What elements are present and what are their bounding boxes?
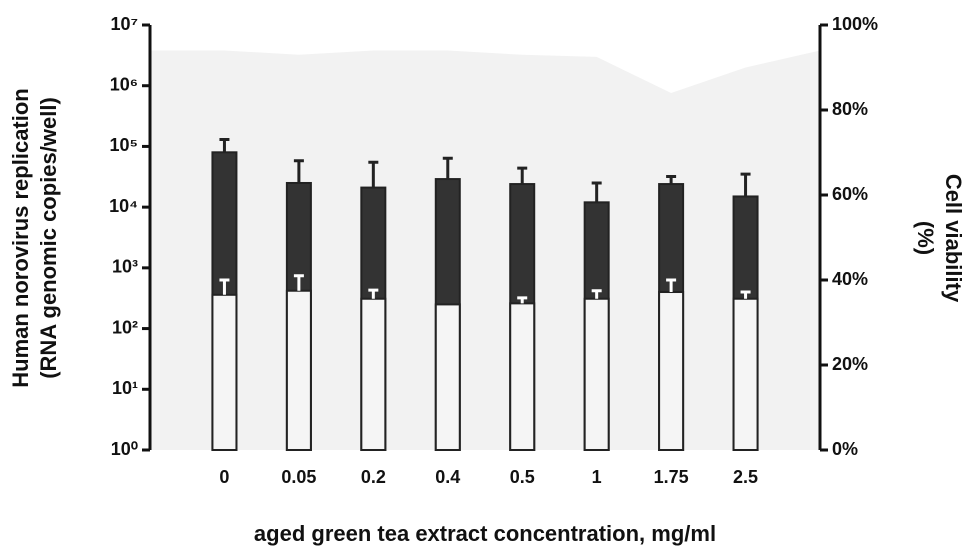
error-bar: [442, 156, 453, 180]
y2-tick-label: 20%: [832, 354, 868, 374]
error-bar: [666, 278, 677, 293]
y-tick-label: 10⁴: [109, 196, 138, 216]
x-tick-label: 0.05: [281, 467, 316, 487]
error-bar: [293, 159, 304, 183]
bar: [583, 297, 610, 452]
y-tick-label: 10⁷: [111, 14, 138, 34]
x-tick-label: 0.2: [361, 467, 386, 487]
y2-tick-label: 0%: [832, 439, 858, 459]
y2-axis-title: (%): [913, 221, 938, 255]
error-bar: [591, 289, 602, 299]
error-bar: [219, 278, 230, 295]
y-axis-title: Human norovirus replication: [8, 88, 33, 388]
bar: [360, 297, 387, 452]
error-bar: [219, 138, 230, 153]
error-bar: [517, 296, 528, 304]
y2-axis-title: Cell viability: [941, 174, 966, 303]
error-bar: [368, 160, 379, 188]
error-bar: [740, 290, 751, 299]
x-tick-label: 0.4: [435, 467, 460, 487]
y-tick-label: 10²: [112, 317, 138, 337]
error-bar: [666, 174, 677, 185]
bar: [285, 289, 312, 451]
y2-tick-label: 80%: [832, 99, 868, 119]
y2-tick-label: 60%: [832, 184, 868, 204]
x-axis-title: aged green tea extract concentration, mg…: [254, 521, 716, 546]
bar: [658, 291, 685, 451]
y-tick-label: 10³: [112, 257, 138, 277]
x-tick-label: 2.5: [733, 467, 758, 487]
x-tick-label: 1: [592, 467, 602, 487]
bar: [732, 297, 759, 452]
error-bar: [740, 172, 751, 197]
y-tick-label: 10⁶: [110, 74, 138, 94]
error-bar: [591, 181, 602, 203]
bar: [434, 303, 461, 452]
error-bar: [517, 166, 528, 185]
bar: [509, 302, 536, 451]
bar: [211, 293, 238, 452]
y2-tick-label: 100%: [832, 14, 878, 34]
x-tick-label: 0.5: [510, 467, 535, 487]
y-axis-title: (RNA genomic copies/well): [36, 97, 61, 379]
x-tick-label: 1.75: [654, 467, 689, 487]
error-bar: [368, 288, 379, 299]
y-tick-label: 10¹: [112, 378, 138, 398]
viability-area: [150, 50, 820, 450]
y-tick-label: 10⁵: [110, 135, 138, 155]
error-bar: [293, 274, 304, 291]
y2-tick-label: 40%: [832, 269, 868, 289]
y-tick-label: 10⁰: [111, 439, 138, 459]
x-tick-label: 0: [219, 467, 229, 487]
